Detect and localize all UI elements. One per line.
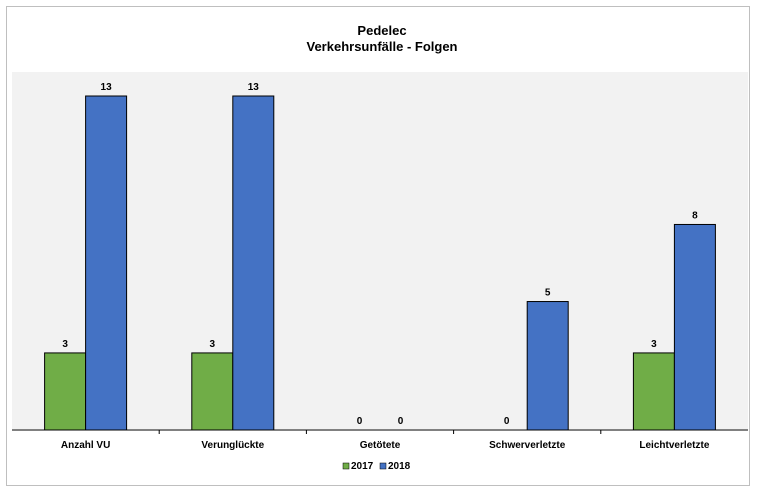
data-label-2018-2: 0	[398, 416, 404, 427]
category-label-1: Verunglückte	[201, 440, 264, 451]
bars-group	[44, 95, 716, 431]
bar-2018-1	[232, 95, 275, 431]
data-label-2017-4: 3	[651, 339, 657, 350]
data-label-2018-4: 8	[692, 210, 698, 221]
bar-2018-0	[85, 95, 128, 431]
data-label-2018-1: 13	[248, 82, 260, 93]
data-label-2017-2: 0	[357, 416, 363, 427]
legend-swatch-2017	[342, 462, 350, 470]
data-label-2017-1: 3	[210, 339, 216, 350]
legend: 2017 2018	[342, 461, 411, 472]
category-label-0: Anzahl VU	[61, 440, 110, 451]
data-label-2017-3: 0	[504, 416, 510, 427]
legend-label-2018: 2018	[388, 461, 411, 472]
legend-label-2017: 2017	[351, 461, 374, 472]
chart-title: Pedelec	[357, 23, 406, 38]
bar-2017-4	[632, 352, 675, 431]
data-label-2017-0: 3	[62, 339, 68, 350]
data-labels-group: 3 13 3 13 0 0 0 5 3 8	[62, 82, 698, 427]
category-label-3: Schwerverletzte	[489, 440, 566, 451]
data-label-2018-3: 5	[545, 288, 551, 299]
legend-swatch-2018	[379, 462, 387, 470]
category-label-2: Getötete	[360, 440, 401, 451]
plot-area	[12, 72, 748, 429]
category-labels-group: Anzahl VU Verunglückte Getötete Schwerverle…	[61, 430, 710, 451]
category-label-4: Leichtverletzte	[639, 440, 709, 451]
bar-2017-1	[191, 352, 234, 431]
data-label-2018-0: 13	[101, 82, 113, 93]
chart-subtitle: Verkehrsunfälle - Folgen	[307, 39, 458, 54]
bar-2017-0	[44, 352, 87, 431]
bar-2018-3	[526, 301, 569, 431]
bar-2018-4	[673, 223, 716, 431]
